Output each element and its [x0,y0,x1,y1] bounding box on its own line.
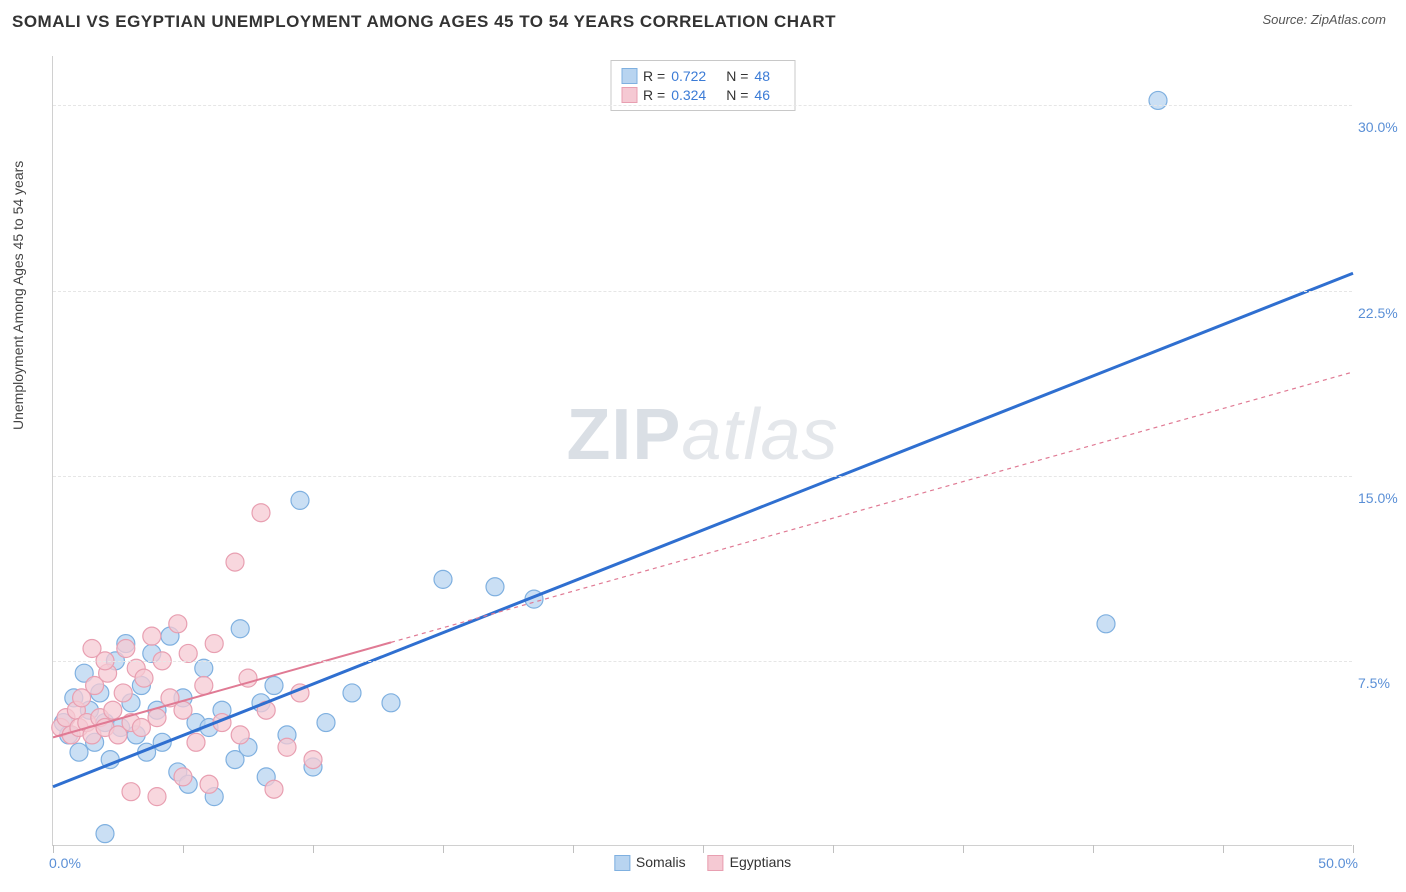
data-point [148,788,166,806]
data-point [169,615,187,633]
x-tick [53,845,54,853]
x-tick [833,845,834,853]
chart-plot-area: ZIPatlas R = 0.722 N = 48 R = 0.324 N = … [52,56,1352,846]
data-point [174,768,192,786]
source-attribution: Source: ZipAtlas.com [1262,12,1386,27]
data-point [132,719,150,737]
data-point [200,775,218,793]
data-point [343,684,361,702]
x-tick [1353,845,1354,853]
gridline [53,661,1352,662]
legend-item-egyptians: Egyptians [708,854,791,871]
chart-title: SOMALI VS EGYPTIAN UNEMPLOYMENT AMONG AG… [12,12,836,32]
data-point [382,694,400,712]
data-point [179,644,197,662]
data-point [122,783,140,801]
x-axis-min-label: 0.0% [49,855,81,871]
data-point [265,677,283,695]
legend-row-egyptians: R = 0.324 N = 46 [621,87,784,103]
data-point [231,726,249,744]
swatch-egyptians [621,87,637,103]
trend-line [53,273,1353,787]
data-point [278,738,296,756]
data-point [434,570,452,588]
data-point [174,701,192,719]
x-axis-max-label: 50.0% [1318,855,1358,871]
data-point [104,701,122,719]
correlation-legend: R = 0.722 N = 48 R = 0.324 N = 46 [610,60,795,111]
data-point [135,669,153,687]
data-point [1097,615,1115,633]
data-point [114,684,132,702]
data-point [143,627,161,645]
y-tick-label: 7.5% [1358,675,1406,691]
data-point [195,659,213,677]
data-point [1149,91,1167,109]
x-tick [183,845,184,853]
y-tick-label: 22.5% [1358,305,1406,321]
data-point [291,491,309,509]
x-tick [443,845,444,853]
data-point [187,733,205,751]
data-point [148,709,166,727]
data-point [70,743,88,761]
data-point [486,578,504,596]
x-tick [313,845,314,853]
data-point [117,640,135,658]
data-point [265,780,283,798]
swatch-somalis [621,68,637,84]
series-legend: Somalis Egyptians [614,854,791,871]
data-point [195,677,213,695]
x-tick [1093,845,1094,853]
data-point [252,504,270,522]
swatch-somalis-icon [614,855,630,871]
x-tick [1223,845,1224,853]
y-axis-label: Unemployment Among Ages 45 to 54 years [10,161,26,430]
data-point [205,635,223,653]
x-tick [703,845,704,853]
y-tick-label: 30.0% [1358,119,1406,135]
gridline [53,476,1352,477]
data-point [231,620,249,638]
legend-item-somalis: Somalis [614,854,686,871]
gridline [53,291,1352,292]
data-point [83,640,101,658]
data-point [96,825,114,843]
data-point [226,553,244,571]
legend-row-somalis: R = 0.722 N = 48 [621,68,784,84]
x-tick [963,845,964,853]
y-tick-label: 15.0% [1358,490,1406,506]
swatch-egyptians-icon [708,855,724,871]
x-tick [573,845,574,853]
gridline [53,105,1352,106]
scatter-plot-svg [53,56,1352,845]
data-point [317,714,335,732]
data-point [304,751,322,769]
